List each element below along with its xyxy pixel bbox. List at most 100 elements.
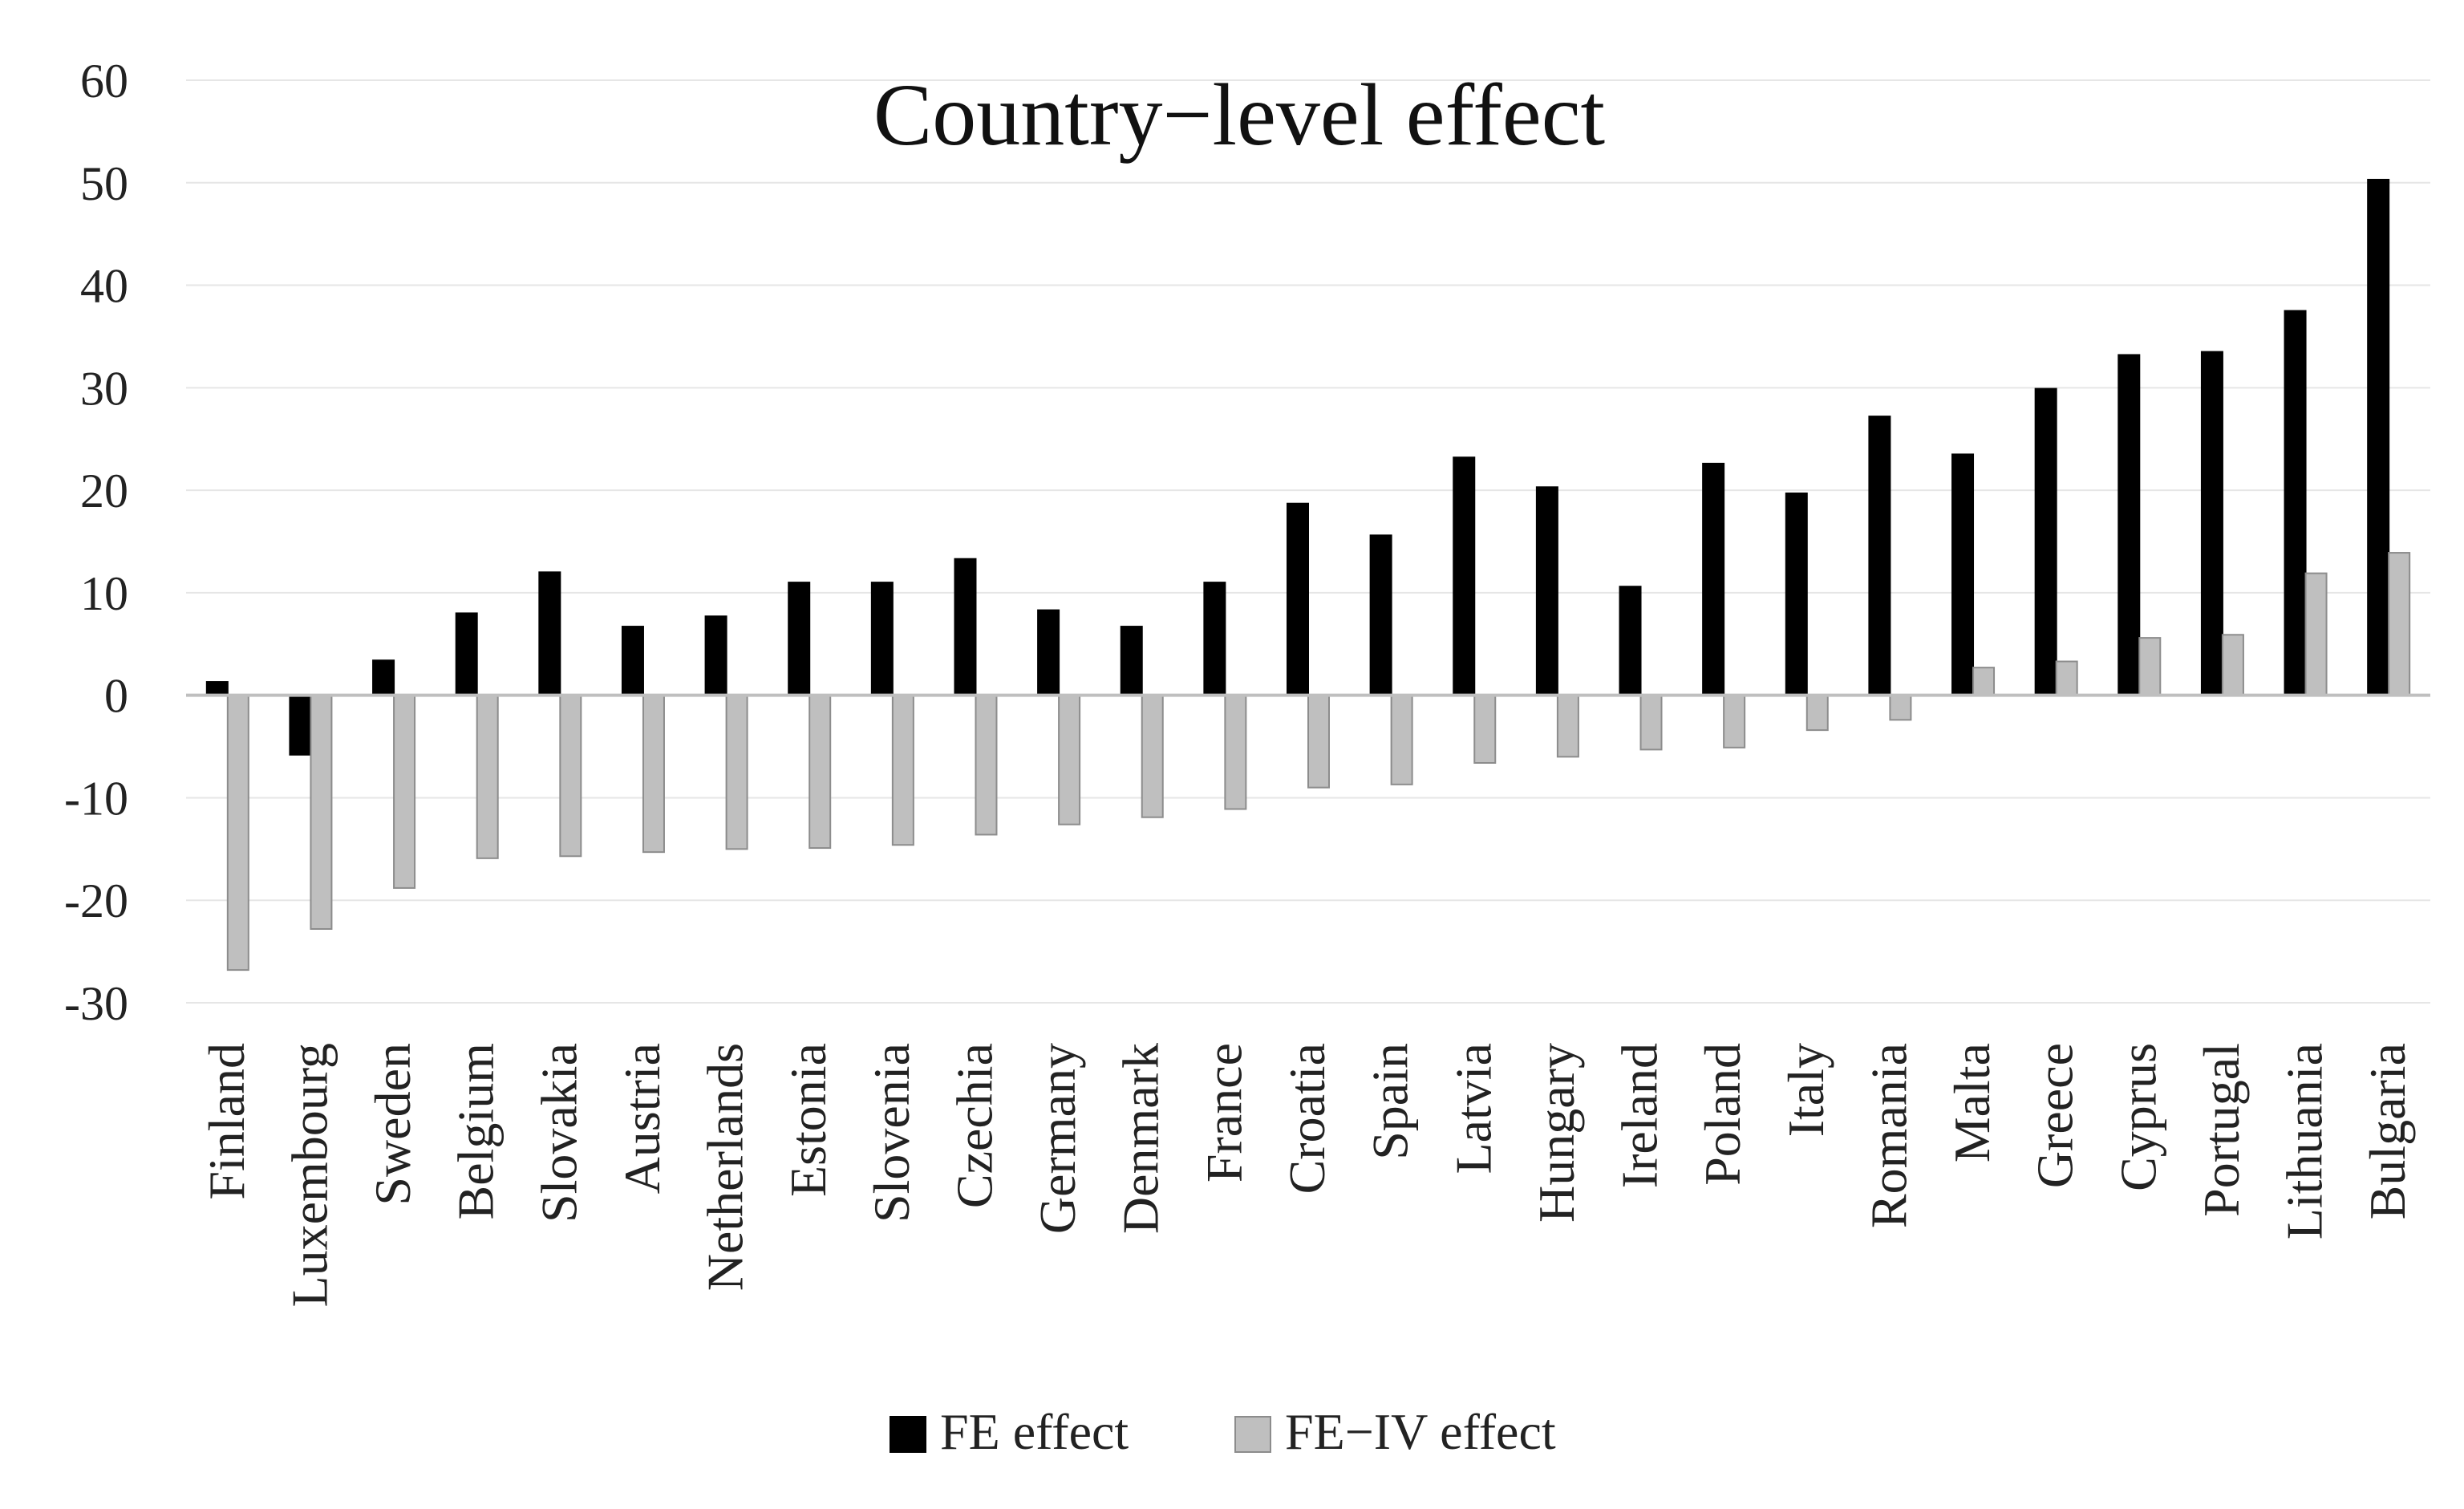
bar-fe-effect-spain (1369, 534, 1392, 696)
x-tick-label-cyprus: Cyprus (2109, 1043, 2166, 1191)
bar-fe-iv-effect-denmark (1141, 694, 1164, 818)
bar-fe-effect-greece (2034, 387, 2057, 696)
bar-fe-effect-portugal (2200, 351, 2223, 696)
x-tick-label-poland: Poland (1694, 1043, 1751, 1186)
x-tick-label-slovakia: Slovakia (530, 1043, 587, 1223)
x-tick-label-malta: Malta (1943, 1043, 2000, 1162)
bar-fe-iv-effect-slovakia (559, 694, 582, 858)
bar-fe-effect-finland (205, 681, 229, 696)
y-tick-label: -10 (64, 772, 128, 825)
bar-fe-effect-slovenia (870, 582, 894, 696)
bar-fe-iv-effect-austria (642, 694, 665, 854)
legend-label-fe-iv-effect: FE−IV effect (1285, 1403, 1556, 1460)
legend-swatch-fe-iv-effect (1234, 1416, 1271, 1453)
bar-fe-effect-latvia (1453, 456, 1476, 696)
y-axis-ticks: 60 50 40 30 20 10 0 -10 -20 -30 (64, 55, 128, 1030)
x-tick-label-czechia: Czechia (946, 1043, 1003, 1208)
x-tick-label-germany: Germany (1029, 1043, 1086, 1234)
bar-fe-effect-italy (1785, 492, 1808, 696)
y-tick-label: -30 (64, 977, 128, 1030)
bar-fe-effect-france (1203, 582, 1226, 696)
bar-fe-iv-effect-finland (226, 694, 249, 972)
x-tick-label-romania: Romania (1860, 1043, 1917, 1228)
x-tick-label-luxembourg: Luxembourg (281, 1043, 338, 1307)
bar-fe-iv-effect-croatia (1307, 694, 1330, 789)
bar-fe-iv-effect-ireland (1639, 694, 1663, 751)
bar-fe-effect-czechia (954, 558, 977, 696)
x-tick-label-spain: Spain (1362, 1043, 1419, 1160)
y-tick-label: -20 (64, 874, 128, 927)
bar-fe-iv-effect-belgium (476, 694, 499, 859)
x-tick-label-belgium: Belgium (448, 1043, 505, 1219)
x-tick-label-slovenia: Slovenia (863, 1043, 920, 1223)
legend-label-fe-effect: FE effect (940, 1403, 1129, 1460)
bar-fe-effect-malta (1951, 453, 1975, 696)
bar-fe-effect-cyprus (2118, 354, 2141, 696)
bar-fe-effect-lithuania (2284, 310, 2307, 696)
bar-fe-iv-effect-netherlands (725, 694, 748, 850)
bar-fe-iv-effect-poland (1723, 694, 1746, 748)
x-tick-label-estonia: Estonia (780, 1043, 837, 1197)
y-tick-label: 60 (80, 55, 128, 107)
bar-fe-iv-effect-slovenia (891, 694, 914, 846)
bar-fe-iv-effect-sweden (393, 694, 416, 889)
bar-fe-effect-netherlands (704, 615, 727, 696)
x-tick-label-netherlands: Netherlands (697, 1043, 754, 1291)
bars (205, 178, 2411, 972)
bar-fe-iv-effect-luxembourg (310, 694, 333, 931)
bar-fe-effect-slovakia (538, 571, 561, 696)
bar-fe-effect-hungary (1535, 486, 1558, 696)
y-tick-label: 20 (80, 464, 128, 517)
bar-fe-iv-effect-hungary (1556, 694, 1579, 758)
x-tick-label-croatia: Croatia (1279, 1043, 1335, 1194)
legend: FE effect FE−IV effect (890, 1403, 1556, 1460)
x-tick-label-france: France (1195, 1043, 1252, 1182)
x-tick-label-finland: Finland (198, 1043, 255, 1200)
bar-fe-iv-effect-cyprus (2138, 637, 2162, 696)
y-tick-label: 50 (80, 157, 128, 210)
bar-fe-effect-poland (1702, 462, 1725, 696)
bar-fe-effect-belgium (455, 612, 478, 696)
bar-fe-effect-denmark (1120, 626, 1143, 696)
y-tick-label: 30 (80, 362, 128, 415)
bar-fe-iv-effect-france (1224, 694, 1247, 810)
bar-fe-effect-austria (621, 626, 644, 696)
bar-fe-effect-sweden (372, 659, 395, 696)
bar-fe-iv-effect-estonia (808, 694, 832, 850)
x-tick-label-ireland: Ireland (1611, 1043, 1668, 1188)
x-tick-label-portugal: Portugal (2193, 1043, 2250, 1217)
x-tick-label-latvia: Latvia (1445, 1043, 1502, 1174)
x-tick-label-austria: Austria (614, 1043, 671, 1194)
bar-fe-iv-effect-malta (1972, 667, 1996, 696)
x-tick-label-sweden: Sweden (364, 1043, 421, 1206)
bar-fe-iv-effect-lithuania (2304, 572, 2328, 696)
legend-swatch-fe-effect (890, 1416, 926, 1453)
bar-fe-iv-effect-romania (1889, 694, 1912, 721)
bar-fe-iv-effect-portugal (2221, 634, 2244, 696)
bar-fe-effect-estonia (788, 582, 811, 696)
x-tick-label-denmark: Denmark (1112, 1043, 1169, 1234)
bar-fe-iv-effect-greece (2055, 660, 2078, 696)
chart-title: Country−level effect (873, 66, 1605, 164)
bar-fe-effect-bulgaria (2367, 178, 2390, 696)
x-tick-label-italy: Italy (1777, 1043, 1834, 1137)
bar-fe-effect-luxembourg (289, 694, 312, 756)
bar-fe-effect-ireland (1619, 586, 1642, 696)
bar-fe-effect-romania (1868, 416, 1891, 696)
bar-fe-effect-germany (1037, 609, 1060, 696)
bar-fe-iv-effect-italy (1805, 694, 1829, 732)
bar-fe-iv-effect-spain (1390, 694, 1413, 785)
y-tick-label: 10 (80, 567, 128, 620)
bar-fe-effect-croatia (1287, 502, 1309, 696)
bar-fe-iv-effect-bulgaria (2388, 552, 2411, 696)
bar-fe-iv-effect-germany (1058, 694, 1081, 825)
x-tick-label-greece: Greece (2027, 1043, 2084, 1188)
x-tick-label-lithuania: Lithuania (2276, 1043, 2333, 1239)
y-tick-label: 40 (80, 260, 128, 313)
x-axis-labels: Finland Luxembourg Sweden Belgium Slovakia Au… (198, 1043, 2416, 1307)
y-tick-label: 0 (104, 670, 128, 723)
bar-fe-iv-effect-latvia (1473, 694, 1497, 765)
x-tick-label-bulgaria: Bulgaria (2359, 1043, 2416, 1219)
